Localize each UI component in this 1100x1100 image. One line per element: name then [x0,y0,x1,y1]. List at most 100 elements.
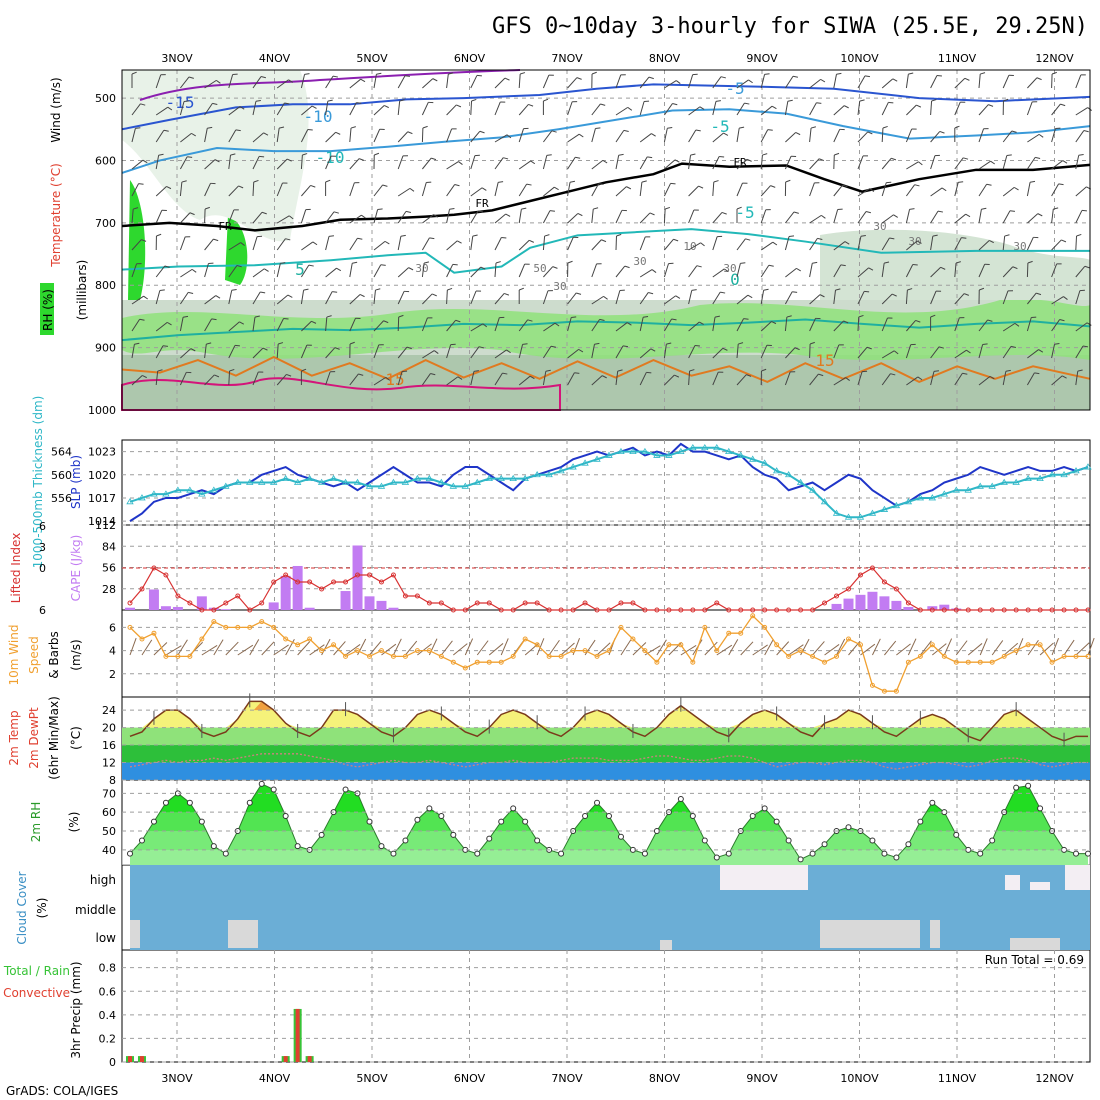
temp-ytick-4: 24 [102,704,116,717]
li-point [402,593,408,599]
wind-barb [978,264,986,278]
rh-point [725,850,732,857]
wind-barb [204,263,209,278]
li-ytick-1: 0 [39,562,46,575]
day-label-top-2: 5NOV [356,52,388,65]
wind-barb [978,319,989,332]
wind-barb [470,266,482,278]
wind-barb-flag [139,318,145,321]
wind-barb-flag [720,291,726,294]
wind-barb-flag [333,211,339,214]
surface-wind-barb [141,639,153,656]
wind-barb-flag [1053,207,1059,210]
wind-barb-flag [771,321,777,325]
surface-wind-barb [872,638,881,656]
wind-barb-flag [383,320,389,324]
cloud-panel: high middle low Cloud Cover (%) [15,865,1090,950]
wind-barb [397,346,408,359]
wind-barb-flag [473,370,479,372]
surface-wind-barb [776,641,790,656]
wind-barb [349,263,353,278]
wind-barb-flag [235,129,241,132]
thickness-point [796,478,805,485]
wind-barb-flag [405,210,412,213]
wind-barb [155,265,166,278]
wind-barb [760,290,765,305]
wind-barb [180,76,190,89]
wind-barb [688,290,693,305]
wind-speed-point [1013,648,1019,654]
wind-barb [300,264,310,278]
wind-barb [809,294,821,305]
wind-barb [905,289,908,305]
wind-barb [881,127,884,143]
wind-barb [833,320,844,332]
wind-barb [615,74,622,89]
wind-barb-flag [530,160,536,165]
wind-barb-flag [915,319,921,323]
thickness-point [533,470,541,478]
wind-barb [1002,346,1012,359]
cape-bar [220,609,231,610]
wind-speed-point [175,653,181,659]
isotherm-label-17: 30 [415,262,428,275]
wind-speed-point [953,659,959,665]
wind-barb-flag [156,233,162,237]
wind-barb [978,128,985,143]
thickness-point [976,482,984,489]
wind-barb-flag [543,98,549,102]
thickness-point [509,474,517,482]
wind-barb [228,74,234,89]
wind-barb-flag [648,76,654,80]
thickness-point [557,467,565,474]
wind-speed-point [750,613,756,619]
temp-warm-area [130,701,1088,728]
cape-bar [292,565,303,610]
li-point [1085,607,1091,613]
wind-barb-flag [478,346,484,349]
wind-barb-flag [263,132,269,136]
wind-barb [325,236,330,251]
cloud-low-block [660,940,672,950]
wind-barb [615,265,626,278]
wind-barb-flag [648,292,654,295]
thickness-point [545,470,553,478]
wind-barb-flag [325,179,331,183]
rh-moist-layer [122,298,1090,360]
wind-barb-flag [743,318,749,320]
wind-barb [518,128,525,143]
wind-barb [615,186,627,197]
wind-barb-flag [229,368,235,372]
precip-panel: 0 0.2 0.4 0.6 0.8 Run Total = 0.69 3hr Precip … [3,953,1090,1069]
rh-point [558,850,565,857]
wind-speed-point [187,653,193,659]
wind-barb-flag [930,314,936,318]
slp-ytick-1: 1017 [88,492,116,505]
wind-speed-point [1061,653,1067,659]
wind-barb-flag [599,318,605,321]
surface-wind-barb [249,639,260,656]
wind-barb [760,241,774,251]
rh-point [989,837,996,844]
wind-barb [252,291,261,305]
li-point [199,607,205,613]
wind-barb-flag [546,154,552,156]
wind-barb [421,317,428,332]
wind-barb-flag [495,261,501,264]
surface-wind-barb [752,644,768,656]
wind-barb [712,76,722,89]
wind-barb-flag [818,158,824,162]
wind-barb [930,187,943,197]
wind-barb [906,104,917,116]
wind-barb [688,345,696,359]
wind-barb-flag [940,266,946,270]
wind-barb-flag [578,348,584,353]
wind-barb-flag [503,157,509,160]
wind-barb [494,213,507,224]
wind-barb-flag [455,319,461,323]
rh-point [510,805,517,812]
wind-barb-flag [158,153,164,156]
wind-barb-flag [502,372,508,375]
rh-point [426,805,433,812]
wind-barb [1026,372,1035,386]
